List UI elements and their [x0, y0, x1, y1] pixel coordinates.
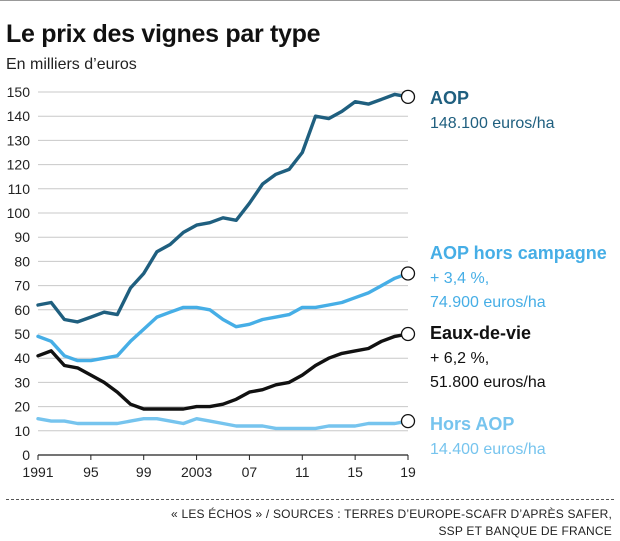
y-tick-label: 110 — [8, 181, 31, 197]
y-tick-label: 30 — [14, 374, 30, 390]
series-line-aop_hors_campagne — [36, 271, 410, 363]
source-line-1: « LES ÉCHOS » / SOURCES : TERRES D’EUROP… — [171, 507, 612, 521]
y-tick-label: 20 — [14, 399, 30, 415]
y-tick-label: 120 — [7, 157, 31, 173]
x-tick-label: 2003 — [181, 464, 212, 480]
x-tick-label: 95 — [83, 464, 99, 480]
series-label-eaux_de_vie: Eaux-de-vie — [430, 323, 531, 343]
y-tick-label: 90 — [14, 229, 30, 245]
y-tick-label: 80 — [14, 253, 30, 269]
series-label-hors_aop: Hors AOP — [430, 414, 514, 434]
top-rule — [0, 0, 620, 1]
series-annotation-hors_aop: 14.400 euros/ha — [430, 441, 546, 458]
series-annotation-aop_hors_campagne: 74.900 euros/ha — [430, 294, 546, 311]
series-line-hors_aop — [36, 417, 410, 431]
y-tick-label: 10 — [14, 423, 30, 439]
y-tick-label: 50 — [14, 326, 30, 342]
series-annotation-eaux_de_vie: 51.800 euros/ha — [430, 374, 546, 391]
source-line-2: SSP ET BANQUE DE FRANCE — [438, 524, 612, 538]
y-tick-label: 60 — [14, 302, 30, 318]
chart-title: Le prix des vignes par type — [6, 20, 321, 48]
x-tick-label: 11 — [295, 464, 310, 480]
y-tick-label: 40 — [14, 350, 30, 366]
y-tick-label: 100 — [7, 205, 31, 221]
series-annotation-eaux_de_vie: + 6,2 %, — [430, 350, 489, 367]
series-label-aop: AOP — [430, 88, 469, 108]
series-end-marker-aop — [400, 89, 416, 104]
series-annotation-aop_hors_campagne: + 3,4 %, — [430, 270, 489, 287]
series-end-marker-aop_hors_campagne — [400, 266, 416, 281]
chart-subtitle: En milliers d’euros — [6, 56, 137, 73]
series-line-aop — [36, 92, 410, 324]
series-label-aop_hors_campagne: AOP hors campagne — [430, 243, 607, 263]
x-tick-label: 15 — [347, 464, 363, 480]
y-tick-label: 150 — [7, 84, 31, 100]
y-tick-label: 130 — [7, 132, 31, 148]
series-annotation-aop: 148.100 euros/ha — [430, 115, 555, 132]
y-tick-label: 70 — [14, 278, 30, 294]
series-end-marker-hors_aop — [400, 413, 416, 429]
footer-divider — [6, 499, 614, 500]
x-tick-label: 1991 — [22, 464, 53, 480]
source-note: « LES ÉCHOS » / SOURCES : TERRES D’EUROP… — [171, 506, 612, 540]
x-tick-label: 19 — [400, 464, 416, 480]
x-tick-label: 07 — [242, 464, 258, 480]
series-end-marker-eaux_de_vie — [400, 326, 416, 342]
y-tick-label: 0 — [22, 447, 30, 463]
series-line-eaux_de_vie — [36, 332, 410, 411]
x-tick-label: 99 — [136, 464, 152, 480]
y-tick-label: 140 — [7, 108, 31, 124]
